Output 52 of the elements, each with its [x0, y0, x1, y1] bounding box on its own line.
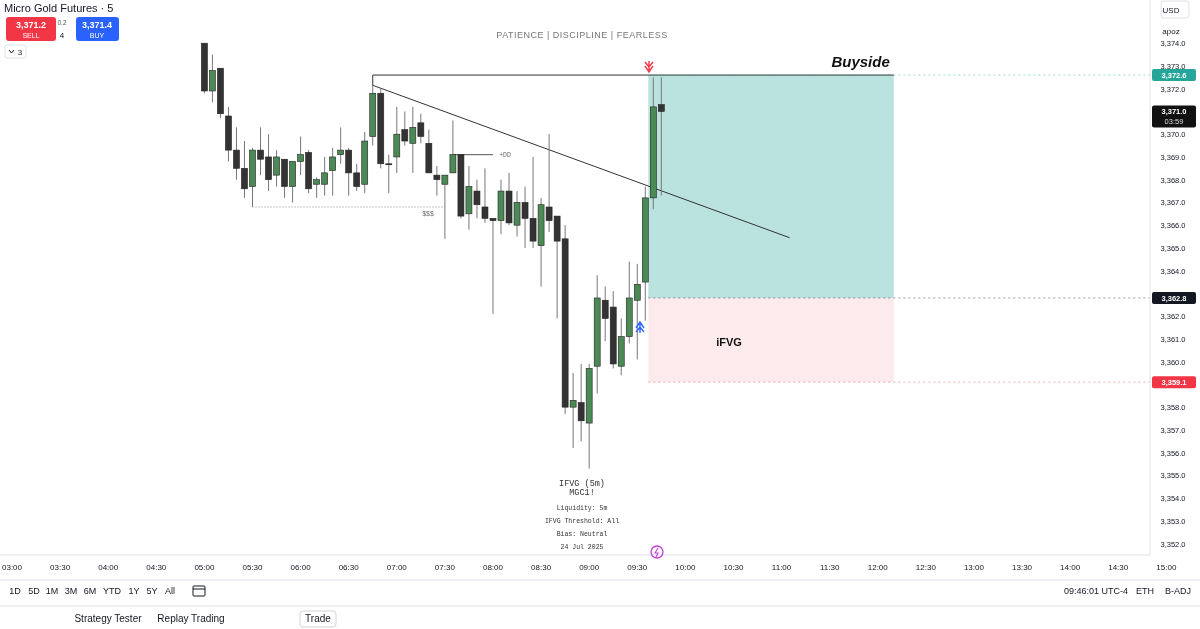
x-tick-label: 03:00 — [2, 563, 23, 572]
x-tick-label: 13:00 — [963, 563, 985, 572]
annotation: iFVG — [716, 336, 742, 348]
chart-title: Micro Gold Futures · 5 — [4, 2, 114, 14]
text: Replay Trading — [157, 613, 225, 624]
text: Strategy Tester — [74, 613, 143, 624]
text: All — [164, 586, 176, 596]
x-tick-label: 11:00 — [771, 563, 792, 572]
x-tick-label: 07:30 — [434, 563, 456, 572]
annotation: 4 — [59, 31, 65, 40]
annotation: 3,371.4 — [81, 20, 113, 30]
text: 09:46:01 UTC-4 — [1063, 586, 1129, 596]
text: 6M — [83, 586, 97, 596]
annotation: 3,371.2 — [15, 20, 47, 30]
text: B-ADJ — [1164, 586, 1192, 596]
text: 5D — [28, 586, 41, 596]
x-tick-label: 06:00 — [290, 563, 312, 572]
x-tick-label: 03:30 — [50, 563, 71, 572]
x-tick-label: 09:00 — [579, 563, 600, 572]
text: 1M — [45, 586, 59, 596]
x-tick-label: 12:00 — [867, 563, 889, 572]
x-tick-label: 11:30 — [819, 563, 840, 572]
x-tick-label: 05:30 — [242, 563, 264, 572]
annotation: IFVG (5m) — [559, 479, 605, 489]
x-tick-label: 05:00 — [194, 563, 215, 572]
text: 5Y — [146, 586, 158, 596]
annotation: USD — [1162, 6, 1180, 15]
text: 3M — [64, 586, 78, 596]
x-tick-label: 08:00 — [482, 563, 504, 572]
x-tick-label: 13:30 — [1012, 563, 1033, 572]
x-tick-label: 06:30 — [338, 563, 360, 572]
x-tick-label: 09:30 — [627, 563, 648, 572]
x-tick-label: 04:30 — [146, 563, 167, 572]
x-tick-label: 08:30 — [531, 563, 552, 572]
text: ETH — [1136, 586, 1154, 596]
text: PATIENCE | DISCIPLINE | FEARLESS — [496, 30, 668, 40]
x-tick-label: 10:00 — [675, 563, 696, 572]
x-tick-label: 10:30 — [723, 563, 745, 572]
text: Trade — [305, 613, 332, 624]
text: 1D — [9, 586, 22, 596]
x-tick-label: 14:30 — [1108, 563, 1129, 572]
x-tick-label: 14:00 — [1060, 563, 1081, 572]
annotation: apoz — [1162, 27, 1180, 36]
series-label: Buyside — [831, 53, 890, 71]
x-tick-label: 07:00 — [386, 563, 408, 572]
text: 1Y — [128, 586, 140, 596]
x-tick-label: 04:00 — [98, 563, 119, 572]
annotation: MGC1! — [569, 488, 595, 498]
text: YTD — [103, 586, 122, 596]
annotation: 3 — [17, 48, 23, 57]
x-tick-label: 15:00 — [1156, 563, 1177, 572]
x-tick-label: 12:30 — [915, 563, 937, 572]
